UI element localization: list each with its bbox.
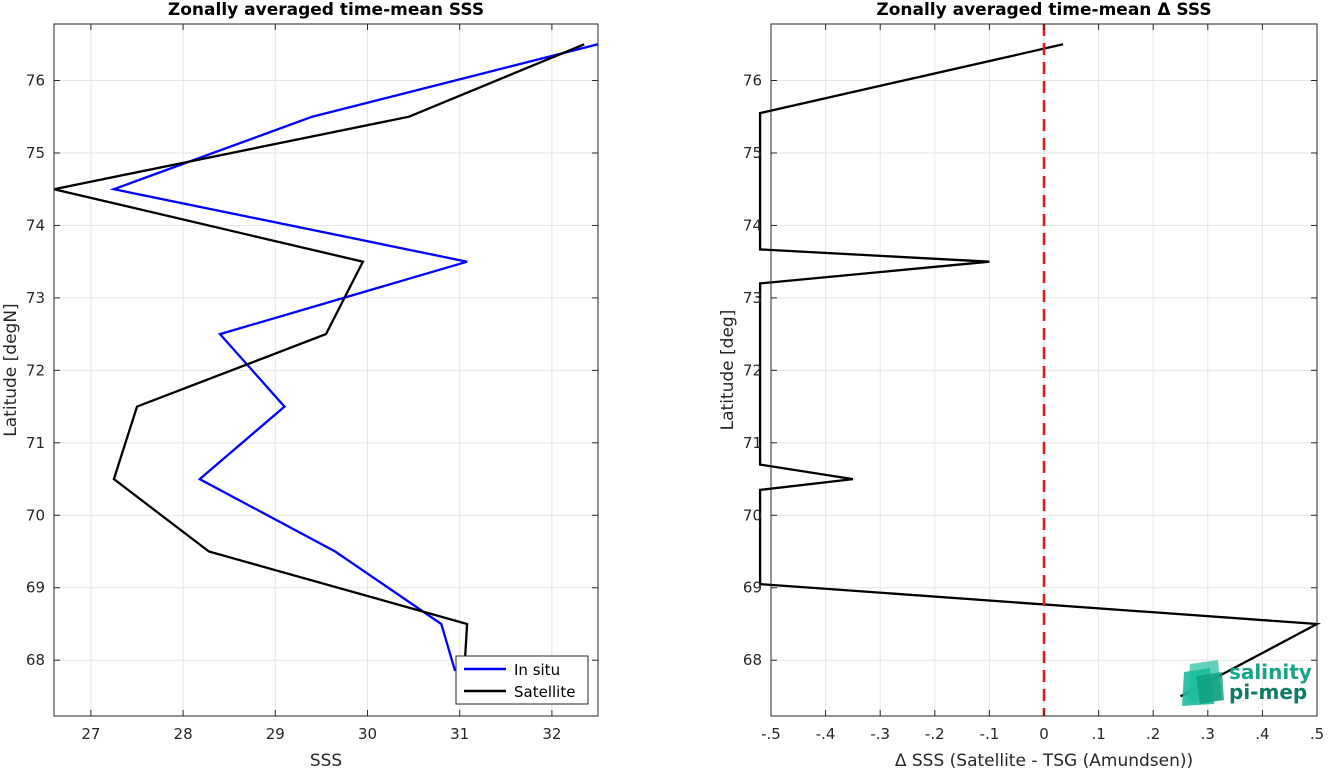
y-tick-label: 74 [743, 216, 762, 234]
y-tick-label: 71 [26, 434, 45, 452]
x-tick-label: 32 [542, 725, 561, 743]
y-tick-label: 68 [743, 651, 762, 669]
y-tick-label: 72 [743, 361, 762, 379]
series-line-in-situ [109, 43, 599, 672]
y-tick-label: 75 [26, 144, 45, 162]
x-tick-label: 0 [1039, 725, 1049, 743]
salinity-pi-mep-logo: salinity pi-mep [1182, 660, 1312, 706]
y-tick-label: 74 [26, 216, 45, 234]
y-tick-label: 73 [743, 289, 762, 307]
series-line-delta-sss [758, 43, 1322, 698]
y-ticks: 68 69 70 71 72 73 74 75 76 [26, 72, 598, 669]
x-tick-label: .5 [1310, 725, 1324, 743]
y-tick-label: 70 [743, 506, 762, 524]
y-tick-label: 70 [26, 506, 45, 524]
y-tick-label: 69 [743, 579, 762, 597]
y-tick-label: 73 [26, 289, 45, 307]
legend-box [455, 655, 589, 705]
x-tick-label: 30 [358, 725, 377, 743]
y-tick-label: 71 [743, 434, 762, 452]
x-tick-label: -.1 [980, 725, 1000, 743]
legend: In situ Satellite [455, 655, 589, 705]
series-line-satellite [53, 43, 585, 672]
x-tick-label: -.3 [870, 725, 890, 743]
series-lines [758, 43, 1322, 698]
logo-mark-front [1196, 672, 1224, 704]
grid [54, 24, 598, 716]
x-tick-label: 29 [266, 725, 285, 743]
x-tick-label: 28 [174, 725, 193, 743]
y-axis-label: Latitude [deg] [718, 310, 738, 431]
y-tick-label: 69 [26, 579, 45, 597]
legend-label-in-situ: In situ [514, 661, 560, 679]
delta-sss-chart: -.5 -.4 -.3 -.2 -.1 0 .1 .2 .3 .4 .5 68 69 70 71 72 73 7… [718, 0, 1324, 769]
legend-label-satellite: Satellite [514, 683, 575, 701]
x-tick-label: .4 [1255, 725, 1269, 743]
y-ticks: 68 69 70 71 72 73 74 75 76 [743, 72, 1317, 669]
x-tick-label: 27 [81, 725, 100, 743]
chart-title: Zonally averaged time-mean Δ SSS [876, 0, 1211, 20]
y-axis-label: Latitude [degN] [1, 303, 21, 436]
series-lines [53, 43, 599, 672]
chart-title: Zonally averaged time-mean SSS [168, 0, 484, 20]
sss-chart: 27 28 29 30 31 32 68 69 70 71 72 73 74 75 76 Zonally … [1, 0, 599, 769]
y-tick-label: 75 [743, 144, 762, 162]
y-tick-label: 72 [26, 361, 45, 379]
logo-text-salinity: salinity [1229, 660, 1312, 684]
x-tick-label: .2 [1146, 725, 1160, 743]
x-tick-label: .1 [1091, 725, 1105, 743]
x-axis-label: SSS [310, 751, 342, 769]
x-ticks: -.5 -.4 -.3 -.2 -.1 0 .1 .2 .3 .4 .5 [761, 24, 1324, 743]
x-tick-label: -.4 [816, 725, 836, 743]
y-tick-label: 76 [26, 72, 45, 90]
x-tick-label: -.5 [761, 725, 781, 743]
logo-text-pi-mep: pi-mep [1229, 680, 1307, 704]
x-tick-label: .3 [1201, 725, 1215, 743]
x-tick-label: -.2 [925, 725, 945, 743]
x-axis-label: Δ SSS (Satellite - TSG (Amundsen)) [895, 751, 1193, 769]
y-tick-label: 68 [26, 651, 45, 669]
y-tick-label: 76 [743, 72, 762, 90]
x-tick-label: 31 [450, 725, 469, 743]
x-ticks: 27 28 29 30 31 32 [81, 24, 561, 743]
